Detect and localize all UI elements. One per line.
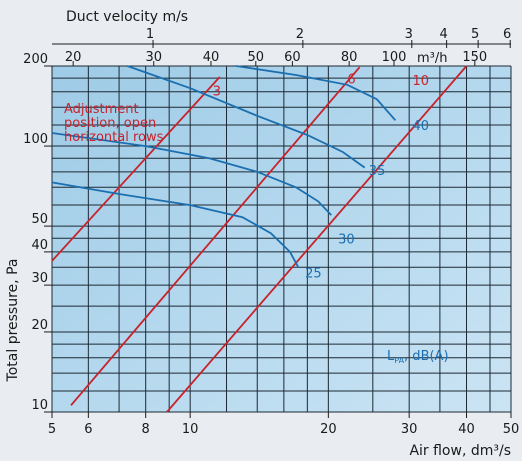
top-axis-title: Duct velocity m/s [66, 9, 188, 25]
sound-curve-label: 40 [412, 119, 429, 134]
x-tick-label: 50 [503, 422, 520, 437]
volume-tick-label: 40 [203, 50, 220, 65]
volume-tick-label: 80 [341, 50, 358, 65]
volume-tick-label: 50 [248, 50, 265, 65]
sound-curve-label: 30 [338, 233, 355, 248]
velocity-tick-label: 1 [146, 27, 154, 42]
y-tick-label: 20 [31, 318, 48, 333]
x-tick-label: 10 [182, 422, 199, 437]
x-tick-label: 30 [401, 422, 418, 437]
velocity-tick-label: 2 [296, 27, 304, 42]
x-tick-label: 6 [84, 422, 92, 437]
x-tick-label: 5 [48, 422, 56, 437]
volume-tick-label: 20 [65, 50, 82, 65]
sound-curve-label: 25 [305, 267, 322, 282]
y-tick-label: 10 [31, 398, 48, 413]
top-axis-unit: m³/h [417, 51, 448, 66]
x-tick-label: 40 [458, 422, 475, 437]
y-tick-label: 200 [23, 52, 48, 67]
volume-tick-label: 60 [284, 50, 301, 65]
volume-tick-label: 30 [145, 50, 162, 65]
volume-tick-label: 100 [382, 50, 407, 65]
x-tick-label: 8 [142, 422, 150, 437]
velocity-tick-label: 4 [439, 27, 447, 42]
x-axis-title: Air flow, dm³/s [409, 443, 511, 459]
y-tick-label: 100 [23, 132, 48, 147]
velocity-tick-label: 5 [471, 27, 479, 42]
y-tick-label: 40 [31, 238, 48, 253]
x-tick-label: 20 [320, 422, 337, 437]
adjustment-curve-label: 10 [412, 74, 429, 89]
y-tick-label: 30 [31, 271, 48, 286]
sound-curve-label: 35 [369, 164, 386, 179]
velocity-tick-label: 3 [405, 27, 413, 42]
y-tick-label: 50 [31, 212, 48, 227]
volume-tick-label: 150 [462, 50, 487, 65]
velocity-tick-label: 6 [503, 27, 511, 42]
y-axis-title: Total pressure, Pa [5, 259, 21, 383]
